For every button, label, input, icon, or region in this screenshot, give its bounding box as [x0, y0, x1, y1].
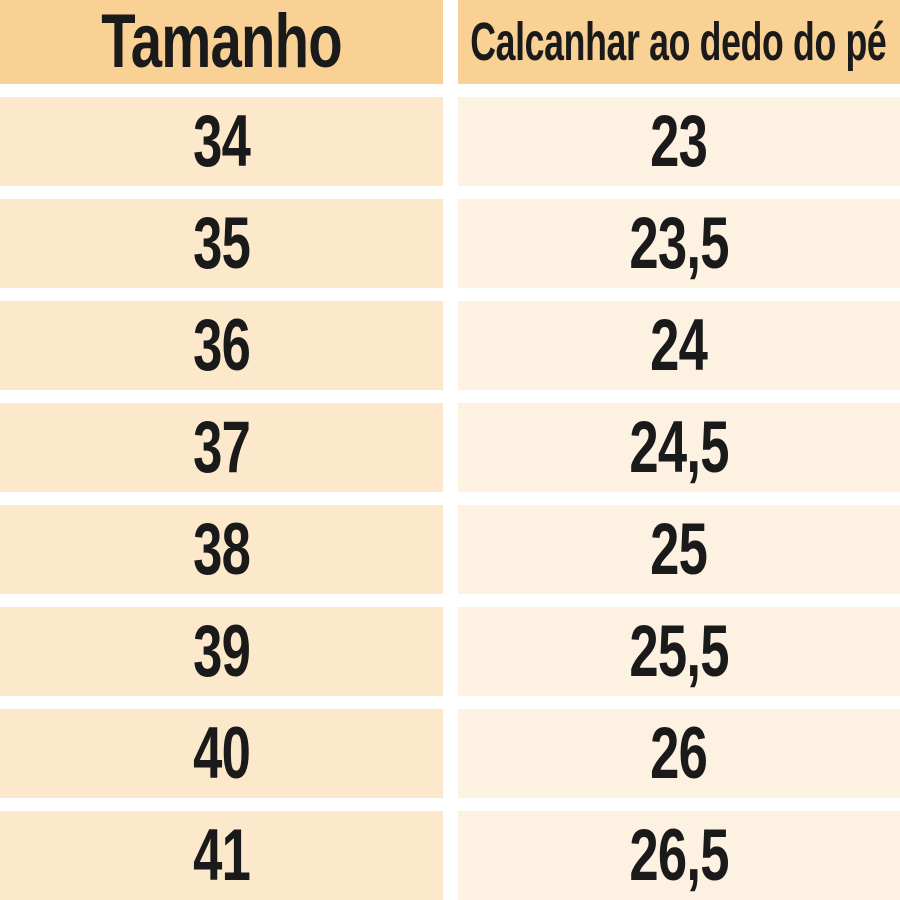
size-cell: 38 [0, 505, 443, 594]
measurement-value: 24 [650, 305, 708, 386]
column-header-heel-to-toe: Calcanhar ao dedo do pé [457, 0, 900, 84]
size-value: 37 [192, 407, 251, 488]
measurement-cell: 23,5 [457, 199, 900, 288]
measurement-value: 24,5 [629, 407, 729, 488]
size-value: 36 [192, 305, 251, 386]
measurement-cell: 25,5 [457, 607, 900, 696]
measurement-value: 23,5 [629, 203, 729, 284]
size-cell: 34 [0, 97, 443, 186]
measurement-cell: 26,5 [457, 811, 900, 900]
size-value: 38 [192, 509, 251, 590]
measurement-value: 25 [650, 509, 708, 590]
measurement-cell: 26 [457, 709, 900, 798]
column-header-size: Tamanho [0, 0, 443, 84]
column-header-size-label: Tamanho [100, 0, 342, 84]
size-value: 41 [192, 815, 251, 896]
column-header-heel-to-toe-label: Calcanhar ao dedo do pé [470, 12, 888, 72]
measurement-value: 26,5 [629, 815, 729, 896]
measurement-cell: 24,5 [457, 403, 900, 492]
size-value: 40 [192, 713, 251, 794]
size-value: 34 [192, 101, 251, 182]
size-value: 35 [192, 203, 251, 284]
measurement-cell: 24 [457, 301, 900, 390]
measurement-value: 23 [650, 101, 708, 182]
size-cell: 36 [0, 301, 443, 390]
size-cell: 39 [0, 607, 443, 696]
measurement-value: 25,5 [629, 611, 729, 692]
size-cell: 41 [0, 811, 443, 900]
size-cell: 37 [0, 403, 443, 492]
measurement-value: 26 [650, 713, 708, 794]
measurement-cell: 23 [457, 97, 900, 186]
size-value: 39 [192, 611, 251, 692]
size-cell: 35 [0, 199, 443, 288]
size-cell: 40 [0, 709, 443, 798]
measurement-cell: 25 [457, 505, 900, 594]
